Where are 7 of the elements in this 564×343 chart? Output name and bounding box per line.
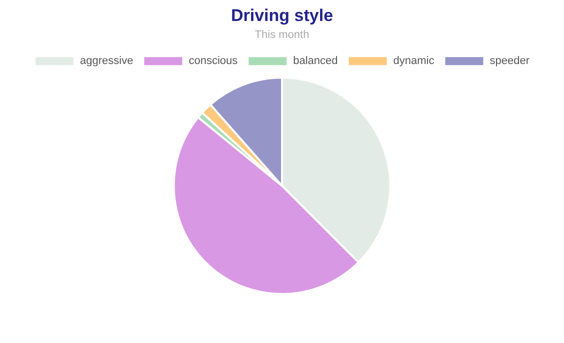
legend-label: aggressive bbox=[80, 55, 134, 68]
legend-label: speeder bbox=[490, 55, 530, 68]
chart-subtitle: This month bbox=[254, 29, 310, 42]
legend-label: conscious bbox=[188, 55, 238, 68]
chart-title: Driving style bbox=[230, 6, 334, 25]
legend-label: balanced bbox=[293, 55, 338, 68]
legend-label: dynamic bbox=[393, 55, 435, 68]
